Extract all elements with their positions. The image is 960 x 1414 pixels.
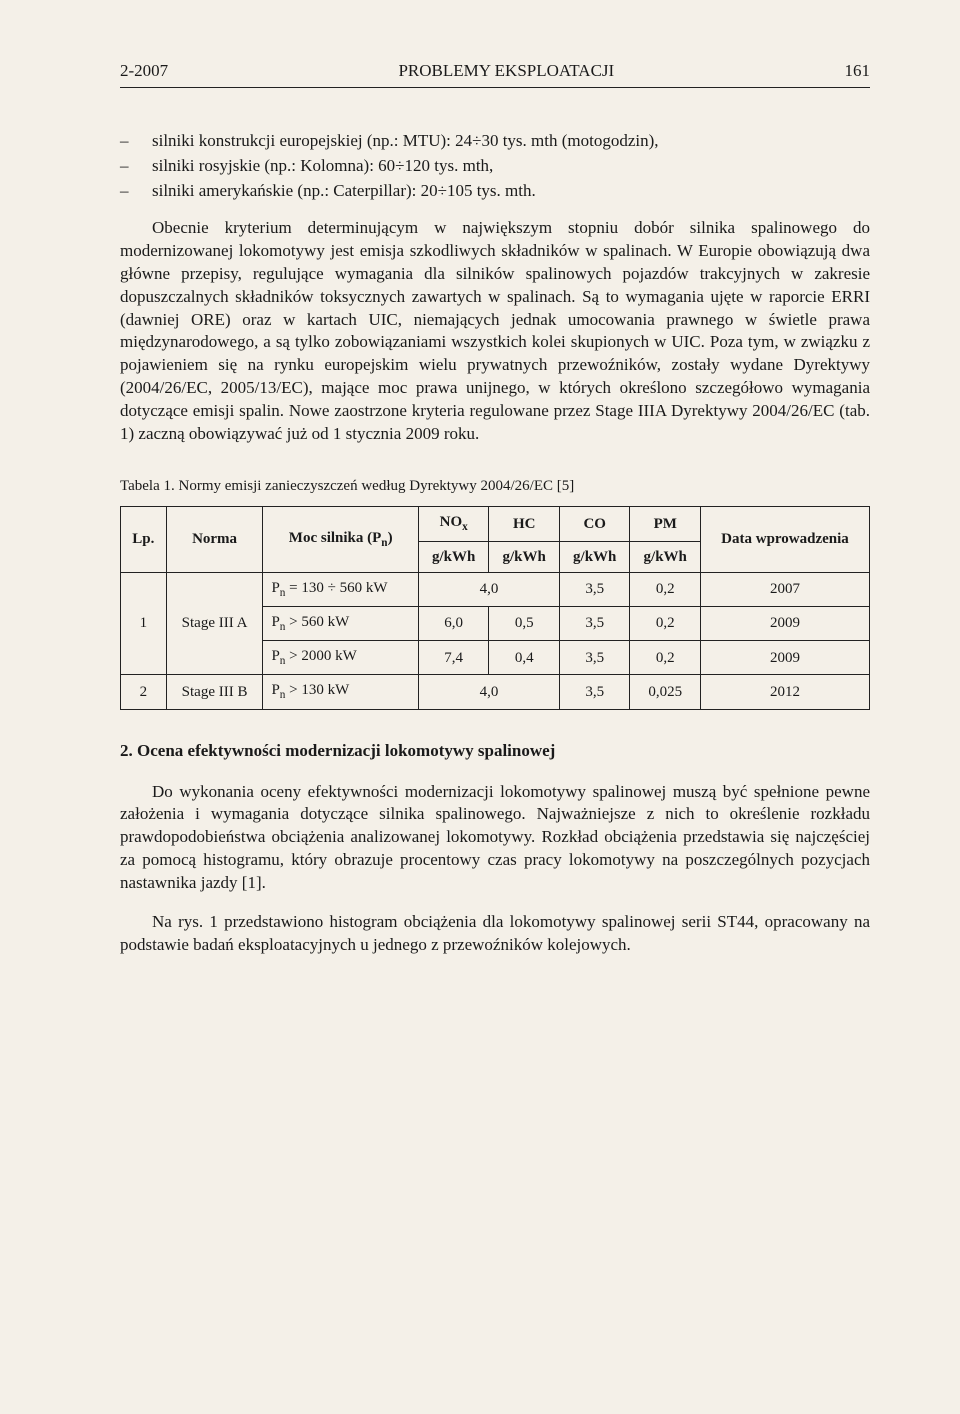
th-nox-label: NO [440,514,463,530]
cell-moc: Pn > 2000 kW [263,641,418,675]
header-center: PROBLEMY EKSPLOATACJI [398,60,614,83]
dash-icon: – [120,130,134,153]
cell-hc: 0,5 [489,607,560,641]
cell-co: 3,5 [559,675,630,709]
cell-norma: Stage III A [166,572,263,675]
cell-year: 2009 [700,641,869,675]
dash-icon: – [120,155,134,178]
table-row: 2 Stage III B Pn > 130 kW 4,0 3,5 0,025 … [121,675,870,709]
page-header: 2-2007 PROBLEMY EKSPLOATACJI 161 [120,60,870,88]
cell-moc: Pn = 130 ÷ 560 kW [263,572,418,606]
moc-pre: P [271,614,279,630]
cell-moc: Pn > 130 kW [263,675,418,709]
emission-table: Lp. Norma Moc silnika (Pn) NOx HC CO PM … [120,506,870,709]
th-norma: Norma [166,507,263,572]
cell-pm: 0,2 [630,607,701,641]
cell-nox-hc: 4,0 [418,675,559,709]
paragraph: Na rys. 1 przedstawiono histogram obciąż… [120,911,870,957]
paragraph: Do wykonania oceny efektywności moderniz… [120,781,870,896]
th-unit: g/kWh [559,541,630,572]
list-item: – silniki konstrukcji europejskiej (np.:… [120,130,870,153]
cell-nox: 6,0 [418,607,489,641]
moc-post: > 560 kW [285,614,349,630]
cell-hc: 0,4 [489,641,560,675]
th-moc-close: ) [388,530,393,546]
bullet-text: silniki amerykańskie (np.: Caterpillar):… [152,180,536,203]
cell-year: 2007 [700,572,869,606]
moc-pre: P [271,682,279,698]
cell-co: 3,5 [559,641,630,675]
table-header-row: Lp. Norma Moc silnika (Pn) NOx HC CO PM … [121,507,870,541]
cell-co: 3,5 [559,607,630,641]
cell-nox-hc: 4,0 [418,572,559,606]
cell-co: 3,5 [559,572,630,606]
header-right: 161 [845,60,871,83]
moc-pre: P [271,580,279,596]
th-moc-text: Moc silnika (P [289,530,382,546]
cell-lp: 1 [121,572,167,675]
cell-norma: Stage III B [166,675,263,709]
th-hc: HC [489,507,560,541]
header-left: 2-2007 [120,60,168,83]
th-unit: g/kWh [630,541,701,572]
cell-year: 2009 [700,607,869,641]
th-data: Data wprowadzenia [700,507,869,572]
moc-post: > 130 kW [285,682,349,698]
th-unit: g/kWh [489,541,560,572]
th-nox: NOx [418,507,489,541]
th-co: CO [559,507,630,541]
cell-nox: 7,4 [418,641,489,675]
list-item: – silniki rosyjskie (np.: Kolomna): 60÷1… [120,155,870,178]
subscript: x [462,521,468,533]
bullet-text: silniki konstrukcji europejskiej (np.: M… [152,130,659,153]
th-lp: Lp. [121,507,167,572]
table-caption: Tabela 1. Normy emisji zanieczyszczeń we… [120,476,870,496]
th-moc: Moc silnika (Pn) [263,507,418,572]
list-item: – silniki amerykańskie (np.: Caterpillar… [120,180,870,203]
moc-post: > 2000 kW [285,648,356,664]
section-heading: 2. Ocena efektywności modernizacji lokom… [120,740,870,763]
cell-year: 2012 [700,675,869,709]
cell-pm: 0,025 [630,675,701,709]
moc-pre: P [271,648,279,664]
th-pm: PM [630,507,701,541]
cell-lp: 2 [121,675,167,709]
cell-pm: 0,2 [630,641,701,675]
bullet-list: – silniki konstrukcji europejskiej (np.:… [120,130,870,203]
table-row: 1 Stage III A Pn = 130 ÷ 560 kW 4,0 3,5 … [121,572,870,606]
cell-moc: Pn > 560 kW [263,607,418,641]
bullet-text: silniki rosyjskie (np.: Kolomna): 60÷120… [152,155,493,178]
cell-pm: 0,2 [630,572,701,606]
paragraph: Obecnie kryterium determinującym w najwi… [120,217,870,446]
moc-post: = 130 ÷ 560 kW [285,580,387,596]
th-unit: g/kWh [418,541,489,572]
dash-icon: – [120,180,134,203]
